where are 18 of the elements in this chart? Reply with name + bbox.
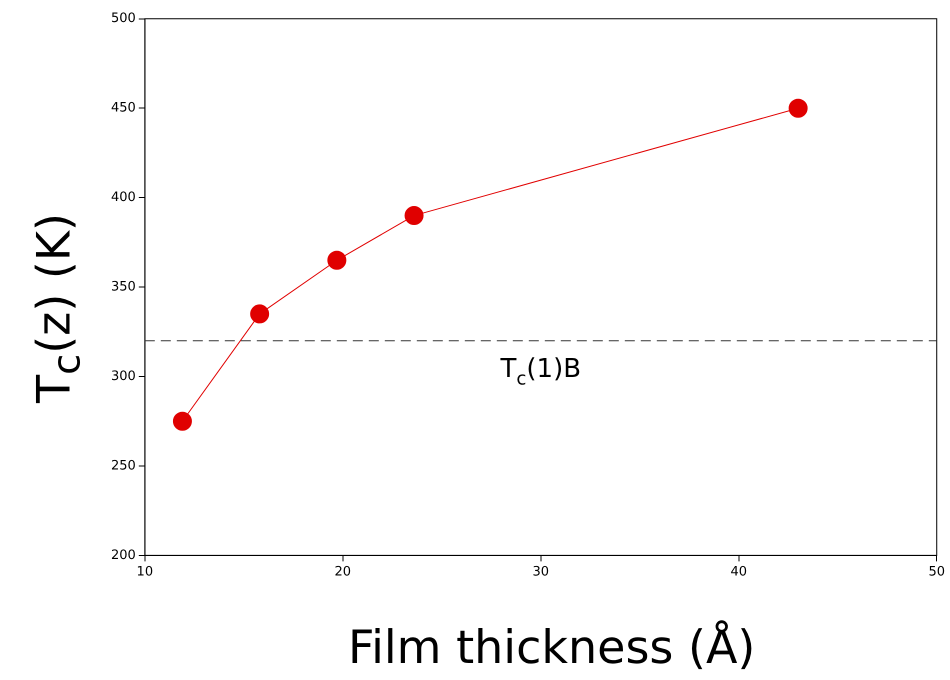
y-tick-label: 450 bbox=[110, 100, 136, 116]
y-tick-label: 250 bbox=[110, 458, 136, 474]
y-tick-label: 400 bbox=[110, 190, 136, 206]
x-tick-label: 10 bbox=[136, 564, 154, 580]
y-tick-label: 500 bbox=[110, 11, 136, 26]
point bbox=[250, 304, 270, 324]
point bbox=[788, 98, 808, 118]
x-axis-title: Film thickness (Å) bbox=[348, 620, 756, 674]
y-tick-label: 200 bbox=[110, 548, 136, 563]
x-tick-label: 50 bbox=[928, 564, 945, 580]
y-tick-label: 300 bbox=[110, 368, 136, 384]
x-tick-label: 40 bbox=[730, 564, 748, 580]
point bbox=[172, 412, 192, 431]
x-tick-label: 30 bbox=[532, 564, 550, 580]
y-tick-label: 350 bbox=[110, 279, 136, 294]
point bbox=[327, 250, 346, 270]
point bbox=[404, 206, 424, 226]
x-tick-label: 20 bbox=[334, 564, 352, 580]
